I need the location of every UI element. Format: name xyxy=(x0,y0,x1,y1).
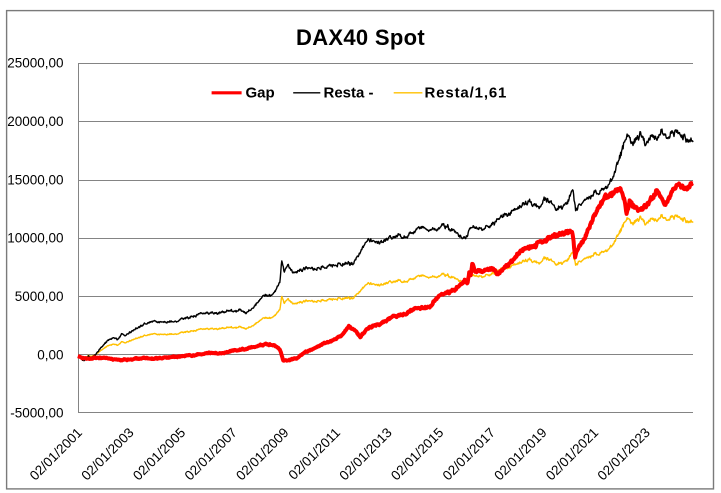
svg-text:0,00: 0,00 xyxy=(37,347,63,362)
svg-text:5000,00: 5000,00 xyxy=(15,289,64,304)
svg-text:DAX40 Spot: DAX40 Spot xyxy=(296,25,425,50)
svg-text:Resta/1,61: Resta/1,61 xyxy=(425,85,508,102)
svg-text:25000,00: 25000,00 xyxy=(7,56,63,71)
svg-text:15000,00: 15000,00 xyxy=(7,172,63,187)
svg-text:10000,00: 10000,00 xyxy=(7,231,63,246)
svg-text:-5000,00: -5000,00 xyxy=(10,406,63,421)
svg-text:Gap: Gap xyxy=(246,85,275,102)
svg-text:20000,00: 20000,00 xyxy=(7,114,63,129)
svg-text:Resta -: Resta - xyxy=(324,85,374,102)
